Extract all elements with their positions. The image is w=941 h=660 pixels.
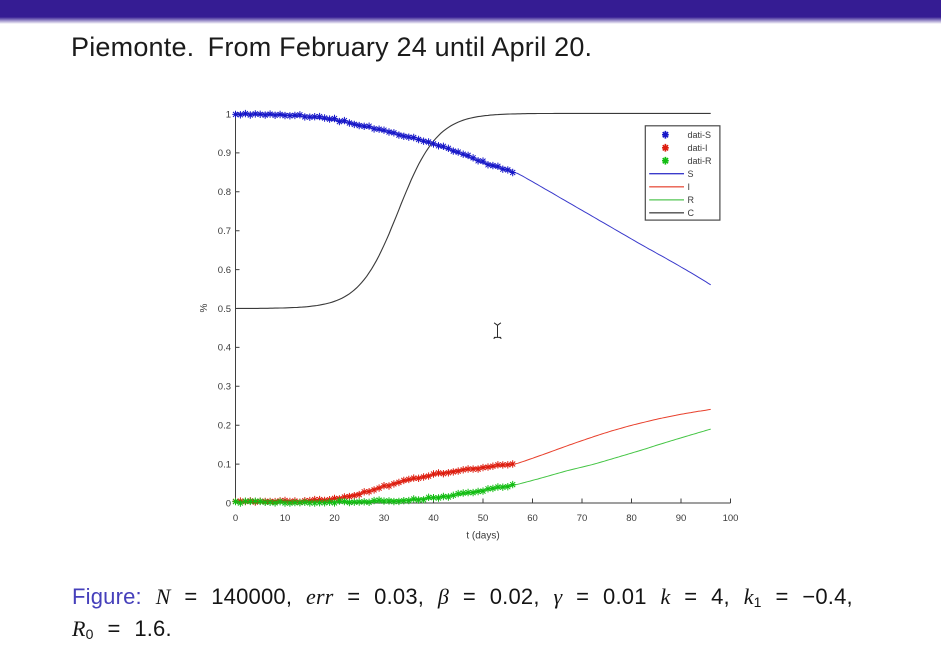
svg-text:1: 1 — [226, 109, 231, 120]
svg-text:0.2: 0.2 — [218, 421, 231, 432]
svg-text:dati-I: dati-I — [688, 143, 708, 153]
svg-text:0.7: 0.7 — [218, 226, 231, 237]
svg-text:%: % — [199, 303, 210, 312]
svg-text:R: R — [688, 195, 695, 205]
svg-text:dati-S: dati-S — [688, 130, 712, 140]
svg-text:0: 0 — [233, 513, 238, 524]
svg-text:0.1: 0.1 — [218, 459, 231, 470]
svg-text:30: 30 — [379, 513, 390, 524]
svg-text:20: 20 — [329, 513, 340, 524]
svg-text:90: 90 — [676, 513, 687, 524]
svg-text:40: 40 — [428, 513, 439, 524]
svg-text:80: 80 — [626, 513, 637, 524]
svg-text:0.9: 0.9 — [218, 148, 231, 159]
svg-text:t (days): t (days) — [466, 531, 499, 542]
svg-text:C: C — [688, 208, 695, 218]
svg-text:0.5: 0.5 — [218, 304, 231, 315]
svg-text:S: S — [688, 169, 694, 179]
svg-text:0.6: 0.6 — [218, 265, 231, 276]
svg-text:100: 100 — [723, 513, 739, 524]
svg-text:dati-R: dati-R — [688, 156, 713, 166]
svg-text:50: 50 — [478, 513, 489, 524]
svg-text:0: 0 — [226, 498, 231, 509]
svg-text:0.8: 0.8 — [218, 187, 231, 198]
svg-text:60: 60 — [527, 513, 538, 524]
svg-text:I: I — [688, 182, 691, 192]
svg-text:0.3: 0.3 — [218, 382, 231, 393]
svg-text:10: 10 — [280, 513, 291, 524]
svg-text:70: 70 — [577, 513, 588, 524]
svg-text:0.4: 0.4 — [218, 343, 231, 354]
